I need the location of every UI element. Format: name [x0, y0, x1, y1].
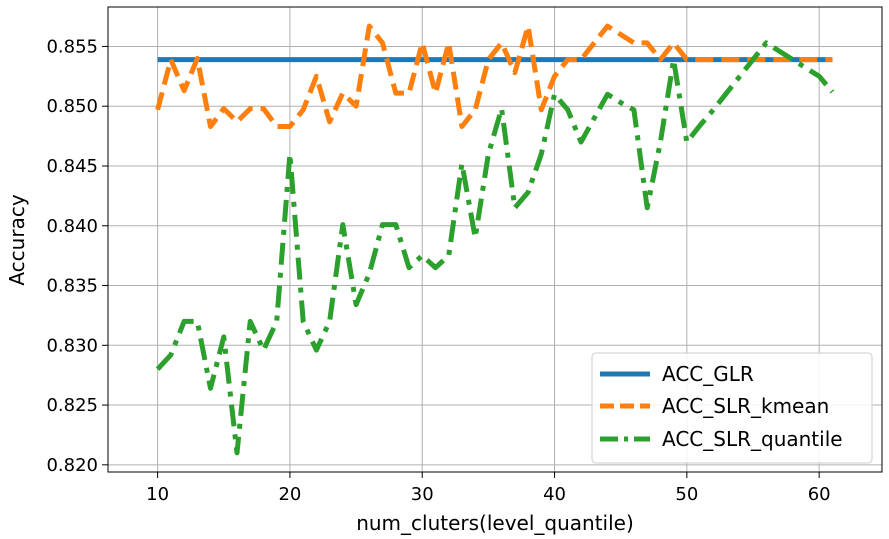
y-tick-label: 0.820 [46, 455, 98, 476]
x-tick-label: 30 [411, 484, 434, 505]
legend-label-acc-slr-kmean: ACC_SLR_kmean [662, 394, 829, 418]
plot-frame [107, 6, 883, 473]
series-line-acc-slr-quantile [155, 40, 835, 456]
x-tick-label: 60 [808, 484, 831, 505]
y-tick-label: 0.835 [46, 276, 98, 297]
y-tick-label: 0.825 [46, 395, 98, 416]
legend-label-acc-slr-quantile: ACC_SLR_quantile [662, 427, 843, 451]
legend: ACC_GLR ACC_SLR_kmean ACC_SLR_quantile [591, 352, 873, 464]
legend-label-acc-glr: ACC_GLR [662, 362, 754, 386]
axis-ticks: 10 20 30 40 50 60 0.820 0.825 0.830 0.835 0.840 0.8… [46, 36, 830, 505]
y-tick-label: 0.830 [46, 335, 98, 356]
grid-lines [108, 7, 882, 472]
series-line-acc-slr-kmean [155, 23, 833, 129]
x-tick-label: 20 [278, 484, 301, 505]
y-tick-label: 0.840 [46, 216, 98, 237]
y-tick-label: 0.850 [46, 96, 98, 117]
y-tick-label: 0.845 [46, 156, 98, 177]
x-tick-label: 50 [675, 484, 698, 505]
x-tick-label: 40 [543, 484, 566, 505]
y-tick-label: 0.855 [46, 36, 98, 57]
legend-box [591, 352, 873, 464]
series-lines [155, 23, 835, 456]
x-tick-label: 10 [146, 484, 169, 505]
y-axis-label: Accuracy [5, 194, 29, 285]
x-axis-label: num_cluters(level_quantile) [356, 511, 634, 535]
